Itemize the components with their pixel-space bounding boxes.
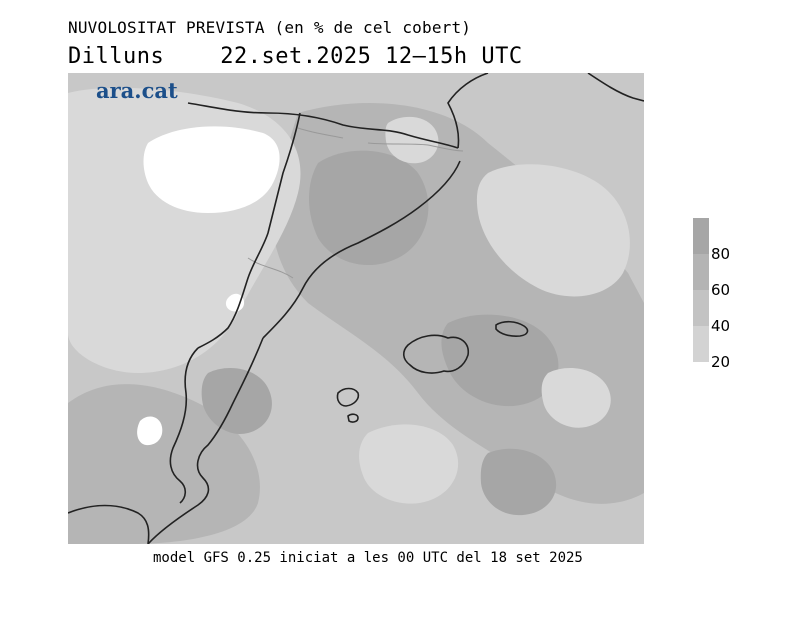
regional-border — [247, 257, 294, 279]
legend-scale — [693, 218, 709, 362]
legend-band-20 — [693, 326, 709, 362]
cloud-area-very-heavy — [480, 448, 557, 516]
coastline — [262, 160, 461, 339]
coastline — [187, 102, 459, 149]
legend-band-80 — [693, 218, 709, 254]
cloud-area-light — [541, 368, 611, 428]
cloud-area-very-heavy — [201, 368, 272, 434]
legend-label-20: 20 — [711, 353, 731, 371]
forecast-day: Dilluns — [68, 44, 165, 69]
cloud-area-light — [385, 116, 439, 164]
map-title: NUVOLOSITAT PREVISTA (en % de cel cobert… — [68, 18, 472, 37]
coastline — [447, 73, 489, 149]
cloud-cover-map-svg — [68, 73, 644, 544]
cloud-area-very-heavy — [309, 150, 429, 266]
cloud-area-clear — [143, 126, 280, 213]
legend-band-60 — [693, 254, 709, 290]
island-formentera — [347, 413, 359, 423]
cloud-area-clear — [225, 293, 245, 312]
ara-cat-logo: ara.cat — [96, 78, 178, 103]
legend-label-40: 40 — [711, 317, 731, 335]
island-menorca — [495, 320, 529, 337]
cloud-area-light — [476, 164, 630, 297]
legend-band-40 — [693, 290, 709, 326]
coastline — [68, 504, 150, 544]
cloud-area-heavy — [68, 384, 260, 544]
island-ibiza — [336, 387, 360, 407]
model-footer: model GFS 0.25 iniciat a les 00 UTC del … — [153, 550, 583, 566]
legend-label-80: 80 — [711, 245, 731, 263]
forecast-time-range: 22.set.2025 12–15h UTC — [220, 44, 523, 69]
cloud-cover-map — [68, 73, 644, 544]
coastline — [169, 347, 199, 504]
coastline — [587, 73, 644, 102]
coastline — [147, 337, 264, 544]
coastline — [197, 112, 301, 349]
forecast-date: Dilluns 22.set.2025 12–15h UTC — [68, 44, 523, 69]
legend-label-60: 60 — [711, 281, 731, 299]
cloud-area-light — [359, 424, 459, 504]
cloud-area-very-heavy — [441, 314, 559, 407]
country-border — [297, 127, 464, 152]
cloud-area-clear — [137, 416, 163, 446]
island-mallorca — [402, 334, 470, 374]
